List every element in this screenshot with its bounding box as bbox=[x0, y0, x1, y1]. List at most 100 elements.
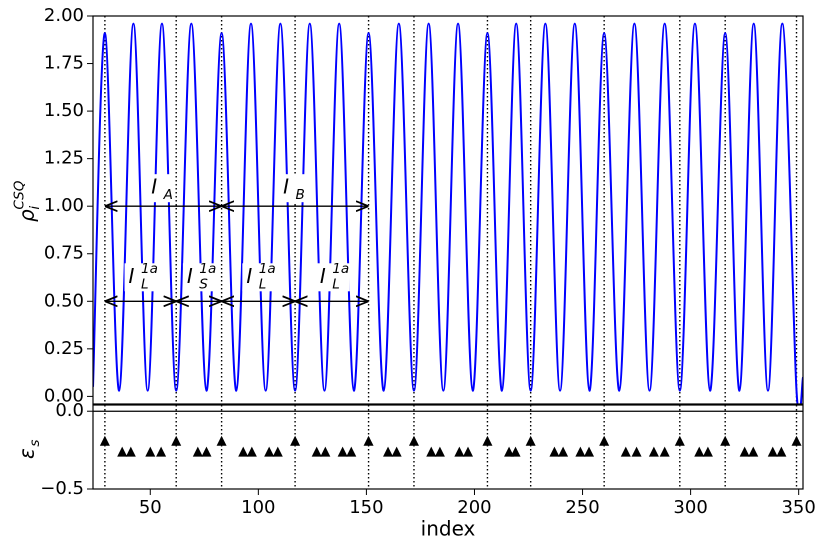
label-base: I bbox=[151, 175, 157, 199]
triangle-marker bbox=[674, 435, 685, 446]
label-base: ε bbox=[15, 448, 39, 459]
x-tick-label: 200 bbox=[457, 497, 491, 518]
label-base: I bbox=[320, 264, 326, 288]
interval-label: I 1aL bbox=[315, 261, 350, 292]
triangle-marker bbox=[631, 446, 642, 457]
triangle-marker bbox=[311, 446, 322, 457]
triangle-marker bbox=[125, 446, 136, 457]
triangle-marker bbox=[201, 446, 212, 457]
triangle-marker bbox=[264, 446, 275, 457]
triangle-marker bbox=[462, 446, 473, 457]
triangle-marker bbox=[171, 435, 182, 446]
x-tick-label: 100 bbox=[241, 497, 275, 518]
label-sub: S bbox=[199, 276, 208, 292]
triangle-marker bbox=[599, 435, 610, 446]
triangle-marker bbox=[584, 446, 595, 457]
triangle-marker bbox=[320, 446, 331, 457]
interval-label: I 1aL bbox=[242, 261, 277, 292]
label-base: I bbox=[129, 264, 135, 288]
data-line bbox=[93, 22, 803, 404]
triangle-marker bbox=[99, 435, 110, 446]
triangle-marker bbox=[192, 446, 203, 457]
triangle-marker bbox=[767, 446, 778, 457]
label-sub: s bbox=[27, 440, 43, 447]
label-sup: 1a bbox=[199, 261, 216, 277]
x-axis-label: index bbox=[421, 517, 476, 541]
interval-label: I 1aS bbox=[182, 261, 217, 292]
y-tick-label: 0.75 bbox=[44, 243, 84, 264]
label-base: ρ bbox=[15, 209, 39, 222]
triangle-marker bbox=[694, 446, 705, 457]
label-sub: B bbox=[295, 187, 304, 203]
y-tick-label: 0.0 bbox=[55, 400, 84, 421]
triangle-marker bbox=[346, 446, 357, 457]
label-bg bbox=[242, 263, 277, 292]
plot-frame bbox=[92, 15, 804, 405]
label-bg bbox=[147, 174, 176, 203]
label-sup: 1a bbox=[141, 261, 158, 277]
y-tick-label: 1.50 bbox=[44, 100, 84, 121]
x-tick-label: 300 bbox=[673, 497, 707, 518]
y-axis-label: εs bbox=[15, 440, 44, 459]
triangle-marker bbox=[216, 435, 227, 446]
triangle-marker bbox=[434, 446, 445, 457]
triangle-marker bbox=[272, 446, 283, 457]
interval-label: I 1aL bbox=[124, 261, 159, 292]
x-tick-label: 50 bbox=[139, 497, 162, 518]
label-sub: L bbox=[259, 276, 267, 292]
triangle-marker bbox=[648, 446, 659, 457]
triangle-marker bbox=[558, 446, 569, 457]
triangle-marker bbox=[290, 435, 301, 446]
y-tick-label: 1.75 bbox=[44, 53, 84, 74]
triangle-marker bbox=[620, 446, 631, 457]
triangle-marker bbox=[748, 446, 759, 457]
label-sup: 1a bbox=[259, 261, 276, 277]
triangle-marker bbox=[408, 435, 419, 446]
label-base: I bbox=[246, 264, 252, 288]
plot-frame bbox=[92, 404, 804, 490]
x-tick-label: 250 bbox=[565, 497, 599, 518]
triangle-marker bbox=[659, 446, 670, 457]
label-bg bbox=[279, 174, 308, 203]
y-tick-label: 1.25 bbox=[44, 148, 84, 169]
triangle-marker bbox=[363, 435, 374, 446]
x-tick-label: 150 bbox=[349, 497, 383, 518]
triangle-marker bbox=[145, 446, 156, 457]
triangle-marker bbox=[383, 446, 394, 457]
x-tick-label: 350 bbox=[781, 497, 815, 518]
triangle-marker bbox=[525, 435, 536, 446]
triangle-marker bbox=[720, 435, 731, 446]
triangle-marker bbox=[702, 446, 713, 457]
triangle-marker bbox=[549, 446, 560, 457]
y-tick-label: 0.00 bbox=[44, 385, 84, 406]
label-sub: L bbox=[141, 276, 149, 292]
label-sub: i bbox=[27, 206, 43, 210]
y-tick-label: −0.5 bbox=[40, 478, 84, 499]
triangle-marker bbox=[391, 446, 402, 457]
label-base: I bbox=[283, 175, 289, 199]
triangle-marker bbox=[776, 446, 787, 457]
triangle-marker bbox=[117, 446, 128, 457]
triangle-marker bbox=[337, 446, 348, 457]
y-tick-label: 0.25 bbox=[44, 338, 84, 359]
y-tick-label: 1.00 bbox=[44, 195, 84, 216]
label-sub: L bbox=[332, 276, 340, 292]
triangle-marker bbox=[575, 446, 586, 457]
label-bg bbox=[124, 263, 159, 292]
triangle-marker bbox=[504, 446, 515, 457]
triangle-marker bbox=[426, 446, 437, 457]
triangle-marker bbox=[739, 446, 750, 457]
triangle-marker bbox=[246, 446, 257, 457]
label-sup: 1a bbox=[332, 261, 349, 277]
y-tick-label: 2.00 bbox=[44, 5, 84, 26]
triangle-marker bbox=[454, 446, 465, 457]
label-sub: A bbox=[163, 187, 173, 203]
label-bg bbox=[182, 263, 217, 292]
label-base: I bbox=[187, 264, 193, 288]
triangle-marker bbox=[510, 446, 521, 457]
y-tick-label: 0.50 bbox=[44, 290, 84, 311]
